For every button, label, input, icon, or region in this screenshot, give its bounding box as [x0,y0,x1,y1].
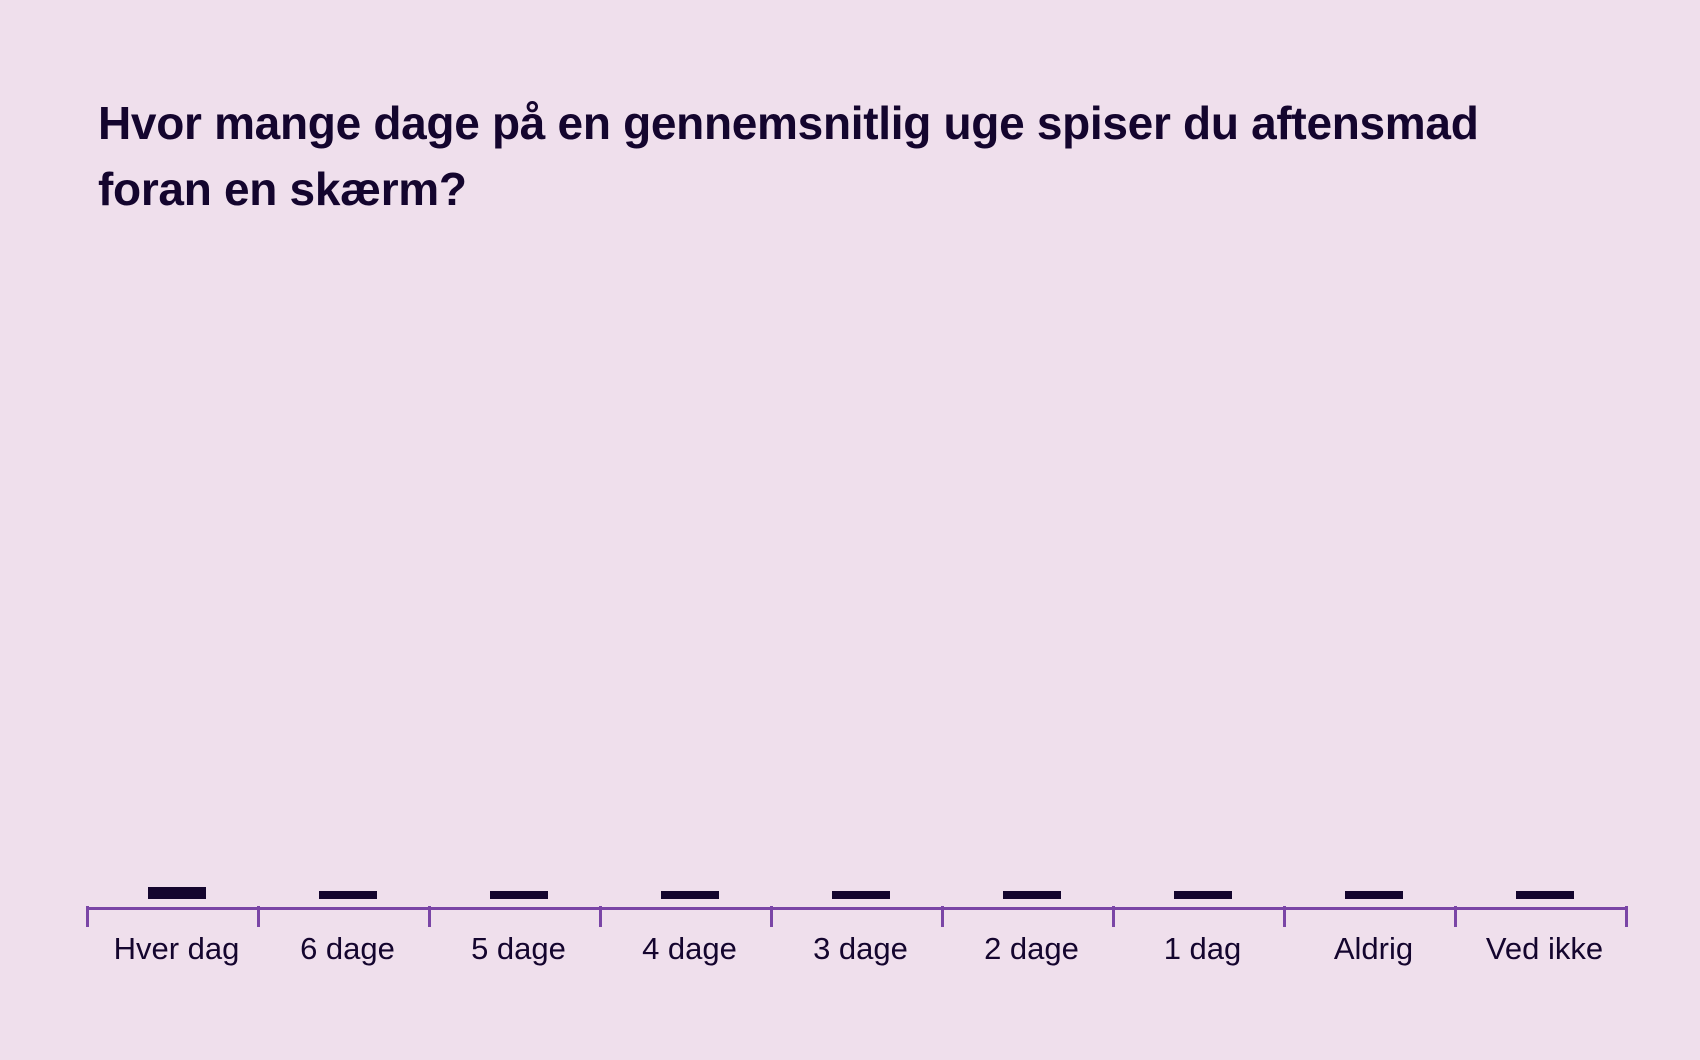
x-tick-mark [1454,906,1457,927]
x-tick-label: 5 dage [471,931,566,966]
bar [1173,891,1232,899]
bar [1515,891,1574,899]
x-tick-label: 3 dage [813,931,908,966]
x-tick-label: 2 dage [984,931,1079,966]
bar [1002,891,1061,899]
x-tick-mark [1112,906,1115,927]
bar-group [258,227,429,907]
x-tick-label: 1 dag [1163,931,1242,966]
bar-group [429,227,600,907]
bar-group [1113,227,1284,907]
x-tick-mark [1283,906,1286,927]
bar-group [600,227,771,907]
x-tick-mark [941,906,944,927]
chart-title: Hvor mange dage på en gennemsnitlig uge … [98,97,1479,215]
bar [831,891,890,899]
x-tick-label: Aldrig [1333,931,1414,966]
bar-group [87,227,258,907]
bar-chart [87,230,1626,910]
x-tick-label: 4 dage [642,931,737,966]
x-tick-label: Ved ikke [1485,931,1604,966]
x-tick-mark [599,906,602,927]
bar-group [1284,227,1455,907]
x-tick-mark [1625,906,1628,927]
bar-group [771,227,942,907]
x-tick-mark [86,906,89,927]
bar [660,891,719,899]
bar-group [942,227,1113,907]
bar [318,891,377,899]
x-tick-mark [257,906,260,927]
bar [489,891,548,899]
bar [147,887,206,899]
x-tick-label: 6 dage [300,931,395,966]
bar [1344,891,1403,899]
x-tick-mark [770,906,773,927]
x-tick-mark [428,906,431,927]
x-axis-line [87,907,1626,910]
x-tick-label: Hver dag [113,931,240,966]
bar-group [1455,227,1626,907]
